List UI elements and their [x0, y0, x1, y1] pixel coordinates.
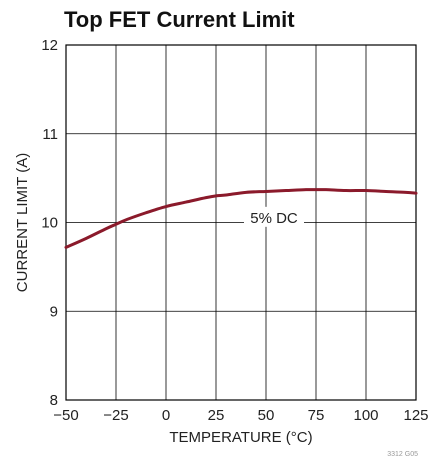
- annotations: 5% DC: [244, 206, 304, 227]
- series-line-5pct-dc: [64, 188, 418, 249]
- y-tick-label: 9: [50, 303, 58, 320]
- x-tick-labels: −50 −25 0 25 50 75 100 125: [53, 407, 428, 424]
- x-tick-label: 125: [403, 407, 428, 424]
- series-layer: [64, 188, 418, 249]
- x-tick-label: −50: [53, 407, 78, 424]
- x-tick-label: 100: [353, 407, 378, 424]
- y-tick-labels: 8 9 10 11 12: [41, 37, 58, 409]
- x-tick-label: 50: [258, 407, 275, 424]
- figure-footnote: 3312 G05: [387, 451, 418, 458]
- curve-annotation: 5% DC: [250, 210, 298, 227]
- x-tick-label: 25: [208, 407, 225, 424]
- y-tick-label: 8: [50, 392, 58, 409]
- annotation-background: [244, 206, 304, 227]
- chart-title: Top FET Current Limit: [64, 7, 295, 32]
- x-tick-label: 0: [162, 407, 170, 424]
- y-axis-label: CURRENT LIMIT (A): [14, 153, 31, 292]
- x-tick-label: 75: [308, 407, 325, 424]
- y-tick-label: 12: [41, 37, 58, 54]
- y-tick-label: 10: [41, 215, 58, 232]
- x-axis-label: TEMPERATURE (°C): [169, 429, 312, 446]
- y-tick-label: 11: [42, 126, 58, 143]
- x-tick-label: −25: [103, 407, 128, 424]
- plot-frame: [65, 44, 417, 401]
